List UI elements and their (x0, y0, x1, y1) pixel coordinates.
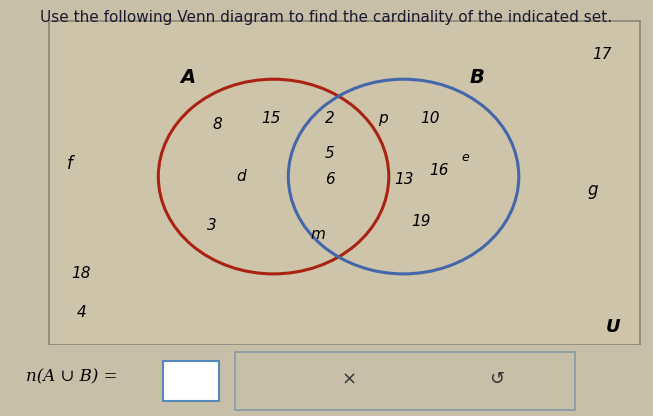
Text: 3: 3 (206, 218, 216, 233)
Text: 16: 16 (429, 163, 449, 178)
Text: ×: × (342, 370, 357, 388)
Text: e: e (462, 151, 470, 163)
Text: U: U (606, 318, 620, 337)
Text: g: g (588, 181, 598, 198)
Text: B: B (470, 68, 485, 87)
Text: 4: 4 (76, 305, 86, 320)
Text: d: d (236, 169, 246, 184)
Text: 8: 8 (212, 117, 222, 132)
Text: 6: 6 (325, 172, 334, 187)
Text: f: f (67, 155, 72, 173)
Text: 10: 10 (421, 111, 440, 126)
Text: A: A (180, 68, 195, 87)
Text: 2: 2 (325, 111, 334, 126)
FancyBboxPatch shape (163, 361, 219, 401)
Text: m: m (310, 228, 325, 243)
Text: n(A ∪ B) =: n(A ∪ B) = (26, 369, 118, 386)
Text: 15: 15 (261, 111, 280, 126)
Text: p: p (378, 111, 388, 126)
Text: 13: 13 (394, 172, 413, 187)
Text: 17: 17 (592, 47, 611, 62)
Text: Use the following Venn diagram to find the cardinality of the indicated set.: Use the following Venn diagram to find t… (40, 10, 613, 25)
Text: 19: 19 (411, 215, 431, 230)
FancyBboxPatch shape (235, 352, 575, 410)
Text: 18: 18 (72, 266, 91, 281)
Text: ↺: ↺ (488, 370, 504, 388)
Text: 5: 5 (325, 146, 334, 161)
